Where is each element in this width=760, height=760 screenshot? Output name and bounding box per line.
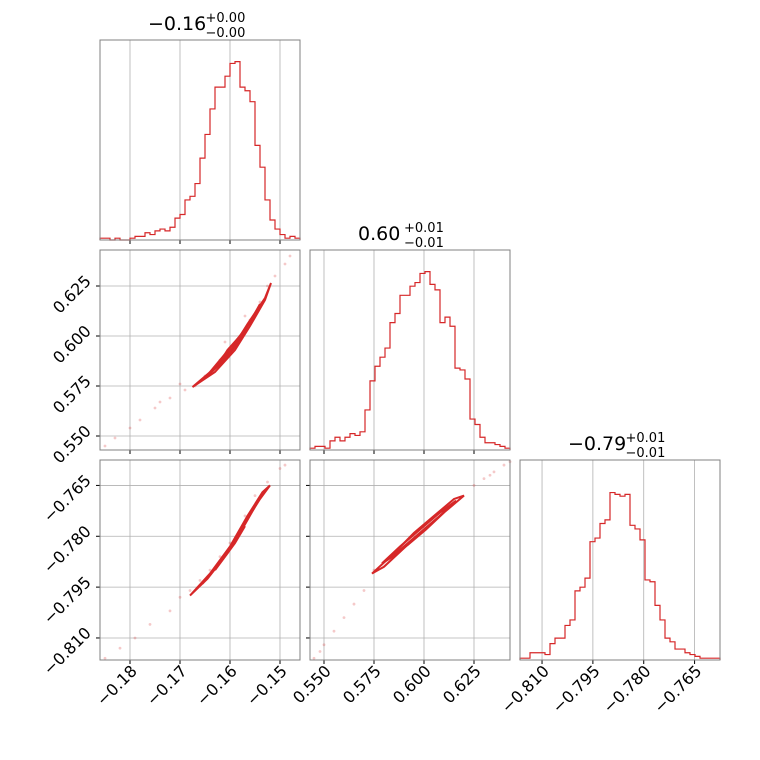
scatter-point — [352, 602, 356, 606]
contour-level-2-pair-2 — [393, 511, 445, 556]
title-lower-err-0: −0.00 — [206, 26, 246, 41]
scatter-point — [103, 656, 107, 660]
y-tick-label: −0.780 — [40, 522, 95, 577]
scatter-point — [168, 396, 172, 400]
scatter-point — [488, 473, 492, 477]
panel-title-0: −0.16 — [148, 13, 206, 35]
title-upper-err-2: +0.01 — [626, 431, 666, 446]
scatter-point — [183, 388, 187, 392]
scatter-point — [283, 262, 287, 266]
contour-level-1-pair-2 — [381, 499, 457, 565]
x-tick-label: −0.16 — [193, 661, 241, 709]
contour-level-2-pair-1 — [214, 525, 246, 571]
y-tick-label: 0.575 — [49, 371, 95, 417]
y-tick-label: −0.810 — [40, 623, 95, 678]
contour-level-1-pair-1 — [201, 501, 259, 585]
histogram-1 — [309, 271, 511, 450]
scatter-point — [178, 382, 182, 386]
scatter-point — [312, 656, 316, 660]
x-tick-label: 0.550 — [289, 661, 335, 707]
scatter-point — [138, 418, 142, 422]
title-upper-err-0: +0.00 — [206, 11, 246, 26]
scatter-point — [266, 284, 269, 288]
title-lower-err-2: −0.01 — [626, 446, 666, 461]
scatter-point — [218, 555, 222, 559]
histogram-2 — [519, 491, 721, 660]
panel-2-0 — [96, 460, 300, 664]
scatter-point — [362, 589, 366, 592]
panel-2-2 — [541, 460, 696, 664]
scatter-point — [472, 484, 476, 487]
panel-title-2: −0.79 — [568, 433, 626, 455]
scatter-point — [482, 477, 486, 481]
scatter-point — [502, 463, 506, 467]
x-tick-label: −0.765 — [650, 661, 705, 716]
scatter-point — [273, 274, 277, 278]
scatter-point — [148, 623, 152, 626]
title-upper-err-1: +0.01 — [404, 221, 444, 236]
scatter-point — [266, 480, 269, 484]
scatter-point — [278, 467, 282, 470]
scatter-point — [188, 589, 192, 592]
histogram-0 — [99, 61, 301, 241]
scatter-point — [223, 340, 227, 344]
scatter-point — [332, 629, 336, 633]
y-tick-label: −0.795 — [40, 573, 95, 628]
panel-1-1 — [323, 250, 475, 454]
x-tick-label: 0.625 — [439, 661, 485, 707]
scatter-point — [243, 514, 247, 518]
panel-2-1 — [306, 460, 510, 664]
scatter-point — [118, 646, 122, 650]
x-tick-label: −0.780 — [599, 661, 654, 716]
x-tick-label: −0.18 — [93, 661, 141, 709]
scatter-point — [208, 568, 212, 572]
panel-frame-2-0 — [99, 459, 301, 661]
scatter-point — [243, 314, 247, 318]
y-tick-label: 0.550 — [49, 421, 95, 467]
panel-1-0 — [96, 250, 300, 454]
scatter-point — [253, 494, 257, 497]
scatter-point — [128, 426, 132, 430]
scatter-point — [318, 650, 322, 653]
scatter-point — [198, 578, 202, 582]
x-tick-label: −0.17 — [143, 661, 191, 709]
scatter-point — [492, 470, 496, 474]
y-tick-label: 0.625 — [49, 271, 95, 317]
x-tick-label: 0.575 — [339, 661, 385, 707]
x-tick-label: −0.795 — [548, 661, 603, 716]
panel-frame-0-0 — [99, 39, 301, 241]
panel-title-1: 0.60 — [358, 223, 400, 245]
contour-level-2-pair-0 — [216, 325, 249, 367]
panel-frame-2-1 — [309, 459, 511, 661]
x-tick-label: −0.810 — [498, 661, 553, 716]
scatter-point — [113, 436, 117, 440]
x-tick-label: −0.15 — [243, 661, 291, 709]
scatter-point — [178, 595, 182, 599]
title-lower-err-1: −0.01 — [404, 236, 444, 251]
scatter-point — [322, 643, 326, 647]
contour-level-0-pair-0 — [191, 282, 272, 388]
scatter-point — [288, 254, 292, 258]
scatter-point — [158, 400, 162, 404]
scatter-point — [133, 636, 137, 640]
scatter-point — [168, 609, 172, 613]
y-tick-label: −0.765 — [40, 471, 95, 526]
scatter-point — [283, 463, 287, 467]
y-tick-label: 0.600 — [49, 321, 95, 367]
panel-frame-2-2 — [519, 459, 721, 661]
panel-frame-1-0 — [99, 249, 301, 451]
scatter-point — [103, 444, 107, 448]
scatter-point — [153, 406, 157, 410]
panel-frame-1-1 — [309, 249, 511, 451]
scatter-point — [342, 616, 346, 620]
x-tick-label: 0.600 — [389, 661, 435, 707]
contour-level-1-pair-0 — [204, 303, 261, 379]
